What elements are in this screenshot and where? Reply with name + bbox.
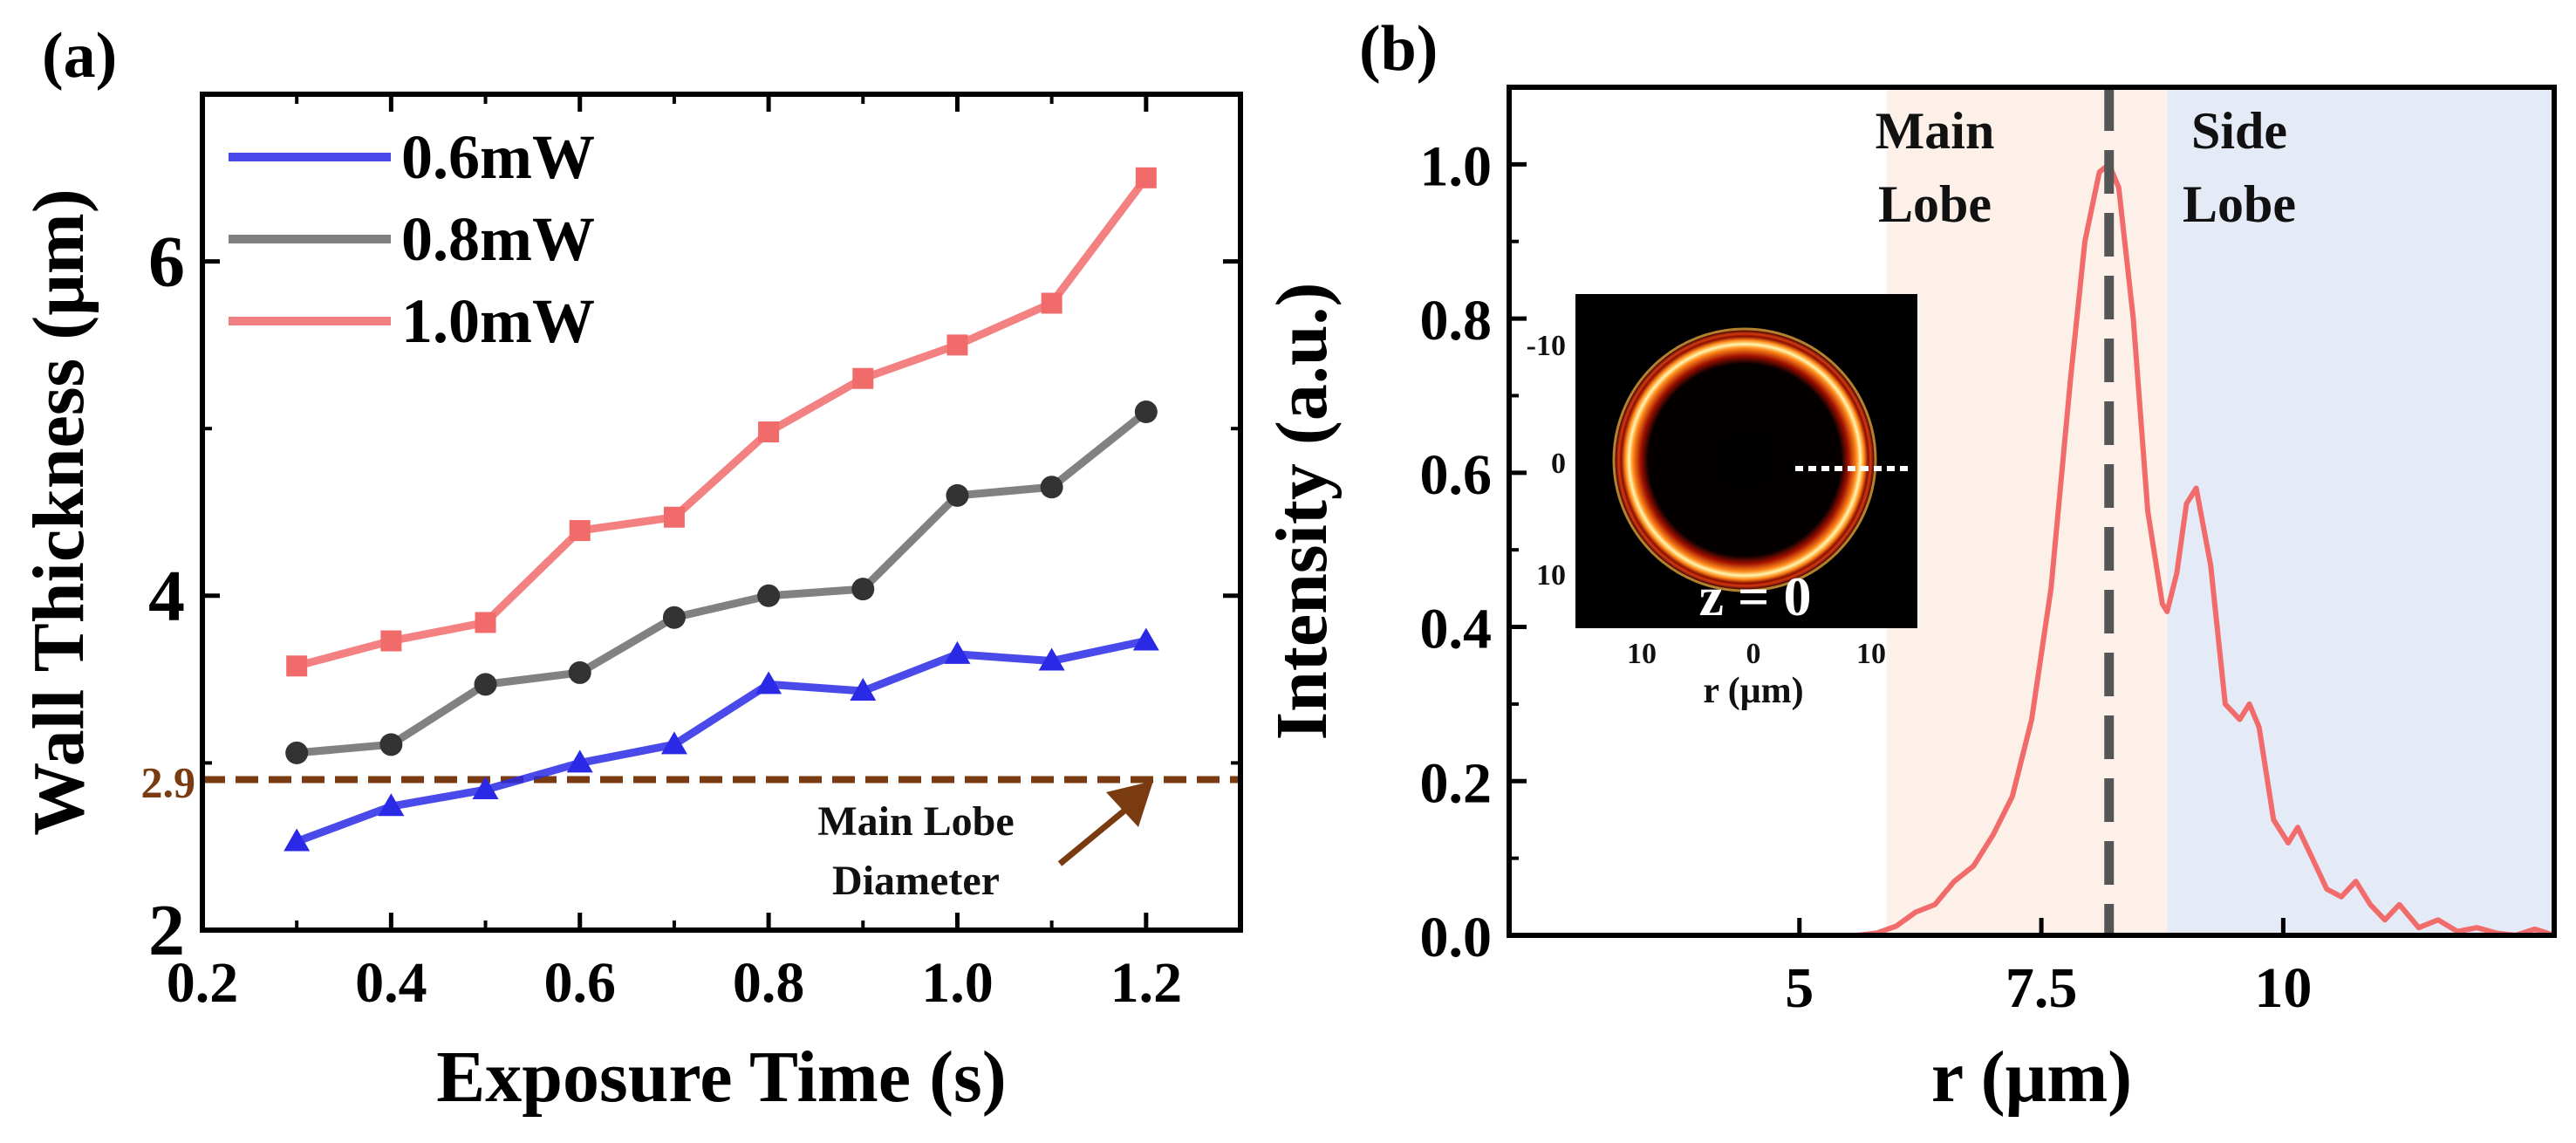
main-lobe-annotation: Main Lobe Diameter [817,798,1014,904]
reference-line-label: 2.9 [141,758,196,807]
data-point [758,421,780,443]
series-line-1.0mW [296,175,1150,670]
panel-b-frame [1507,85,2557,938]
data-point [662,606,686,629]
inset-z-label: z = 0 [1699,565,1812,627]
inset-xtick: 10 [1856,638,1886,670]
data-point [1134,400,1158,424]
annotation-line1: Main Lobe [817,798,1014,845]
panel-a: (a) 0.2 0.4 0.6 0.8 1.0 1.2 2 4 6 2.9 0.6mW 0.8mW… [18,20,1243,1118]
series-line-0.8mW [296,408,1149,757]
x-tick-label: 5 [1785,956,1814,1020]
y-tick-label: 6 [148,222,185,303]
annotation-line2: Diameter [832,858,1000,904]
legend-label: 0.6mW [401,122,595,192]
beam-profile-inset: z = 0 -10 0 10 10 0 10 r (μm) [1527,294,1917,711]
x-tick-label: 0.8 [733,951,805,1015]
inset-xtick: 0 [1746,638,1761,670]
panel-a-label: (a) [42,20,117,92]
data-point [285,741,309,764]
data-point [1132,627,1159,651]
data-point [851,578,875,601]
panel-a-ticks: 0.2 0.4 0.6 0.8 1.0 1.2 2 4 6 [148,94,1240,1015]
data-point [946,334,968,356]
y-tick-label: 2 [148,890,185,971]
panel-a-ylabel: Wall Thickness (μm) [18,188,99,836]
side-region-label-1: Side [2191,102,2287,160]
data-point [850,678,877,702]
inset-xtick: 10 [1627,638,1657,670]
panel-a-series [284,167,1159,852]
inset-ytick: -10 [1527,330,1566,362]
panel-b-xlabel: r (μm) [1931,1037,2132,1118]
y-tick-label: 1.0 [1420,134,1493,198]
x-tick-label: 10 [2254,956,2312,1020]
x-tick-label: 1.2 [1110,951,1183,1015]
data-point [380,630,402,652]
y-tick-label: 0.6 [1420,443,1493,507]
data-point [1135,167,1157,188]
data-point [566,749,593,773]
data-point [660,731,687,755]
legend-label: 0.8mW [401,204,595,274]
annotation-arrow-shaft [1057,800,1137,866]
y-tick-label: 0.8 [1420,289,1493,352]
data-point [472,777,499,800]
data-point [755,671,782,695]
ring-highlight [1612,327,1877,592]
data-point [379,733,403,756]
data-point [663,506,685,528]
data-point [474,673,497,696]
x-tick-label: 0.2 [167,951,239,1015]
data-point [1041,292,1063,314]
data-point [852,367,874,389]
data-point [378,793,405,817]
x-tick-label: 0.6 [543,951,616,1015]
data-point [757,584,781,607]
data-point [1040,476,1063,499]
data-point [1038,647,1065,671]
data-point [946,483,969,507]
legend-label: 1.0mW [401,286,595,356]
data-point [944,640,971,664]
main-region-label-1: Main [1876,102,1995,160]
series-line-0.6mW [295,637,1147,845]
ring-beam-image [1615,330,1875,590]
main-region-label-2: Lobe [1878,175,1992,233]
y-tick-label: 4 [148,556,185,637]
region-labels: Main Lobe Side Lobe [1876,102,2296,233]
inset-ytick: 10 [1536,559,1566,592]
y-tick-label: 0.0 [1420,906,1493,969]
panel-b-ticks: 5 7.5 10 0.0 0.2 0.4 0.6 0.8 1.0 [1420,134,2313,1020]
data-point [475,612,496,633]
annotation-arrow-head [1106,781,1153,827]
lobe-regions [1886,87,2554,935]
data-point [286,655,308,677]
x-tick-label: 7.5 [2005,956,2078,1020]
legend: 0.6mW 0.8mW 1.0mW [229,122,595,356]
panel-b-ylabel: Intensity (a.u.) [1261,282,1343,740]
side-region-label-2: Lobe [2183,175,2296,233]
reference-line-group: 2.9 [141,758,1240,866]
panel-b: (b) 5 7.5 10 0.0 0.2 0.4 0.6 0.8 1.0 Main Lobe S… [1261,13,2557,1118]
panel-b-label: (b) [1359,13,1438,85]
y-tick-label: 0.4 [1420,598,1493,661]
x-tick-label: 0.4 [355,951,427,1015]
region-main-lobe [1886,87,2168,935]
data-point [284,828,311,852]
panel-a-xlabel: Exposure Time (s) [436,1037,1006,1118]
panel-a-frame [200,92,1243,933]
y-tick-label: 0.2 [1420,751,1493,815]
data-point [568,660,591,684]
region-side-lobe [2167,87,2554,935]
inset-ytick: 0 [1551,448,1566,480]
data-point [569,520,591,542]
x-tick-label: 1.0 [921,951,994,1015]
inset-xlabel: r (μm) [1703,671,1803,711]
